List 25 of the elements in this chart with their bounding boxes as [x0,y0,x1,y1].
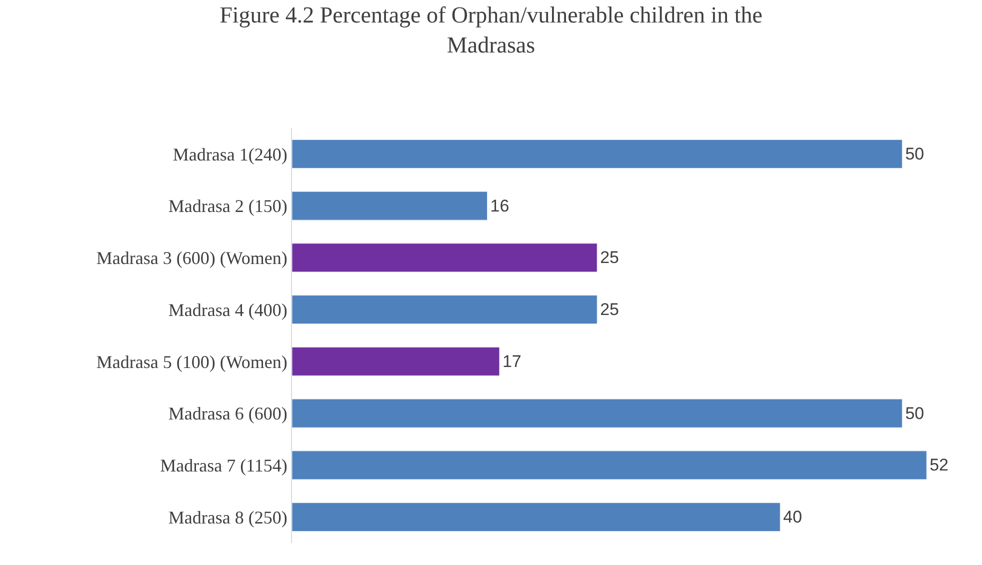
y-tick-label: Madrasa 8 (250) [168,507,288,528]
data-label: 25 [600,248,620,268]
bar [292,139,902,168]
chart-title: Figure 4.2 Percentage of Orphan/vulnerable children in the Madrasas [220,2,762,58]
data-label: 40 [783,508,802,527]
y-tick-label: Madrasa 2 (150) [168,196,288,216]
data-label: 52 [930,456,949,475]
bar [292,398,902,428]
y-tick-label: Madrasa 1(240) [172,144,288,164]
bar [292,191,488,220]
data-label: 16 [490,196,510,216]
y-tick-label: Madrasa 4 (400) [168,300,288,320]
y-tick-label: Madrasa 5 (100) (Women) [96,352,288,372]
y-tick-label: Madrasa 3 (600) (Women) [96,248,288,268]
bar [292,502,780,532]
data-label: 50 [905,404,924,423]
bar [292,295,598,324]
y-tick-label: Madrasa 7 (1154) [160,455,288,476]
bar [292,450,927,480]
data-label: 50 [905,144,924,164]
y-tick-label: Madrasa 6 (600) [168,404,288,424]
data-label: 25 [600,300,620,320]
data-label: 17 [502,352,522,371]
bar [292,243,598,272]
bar [292,346,500,376]
